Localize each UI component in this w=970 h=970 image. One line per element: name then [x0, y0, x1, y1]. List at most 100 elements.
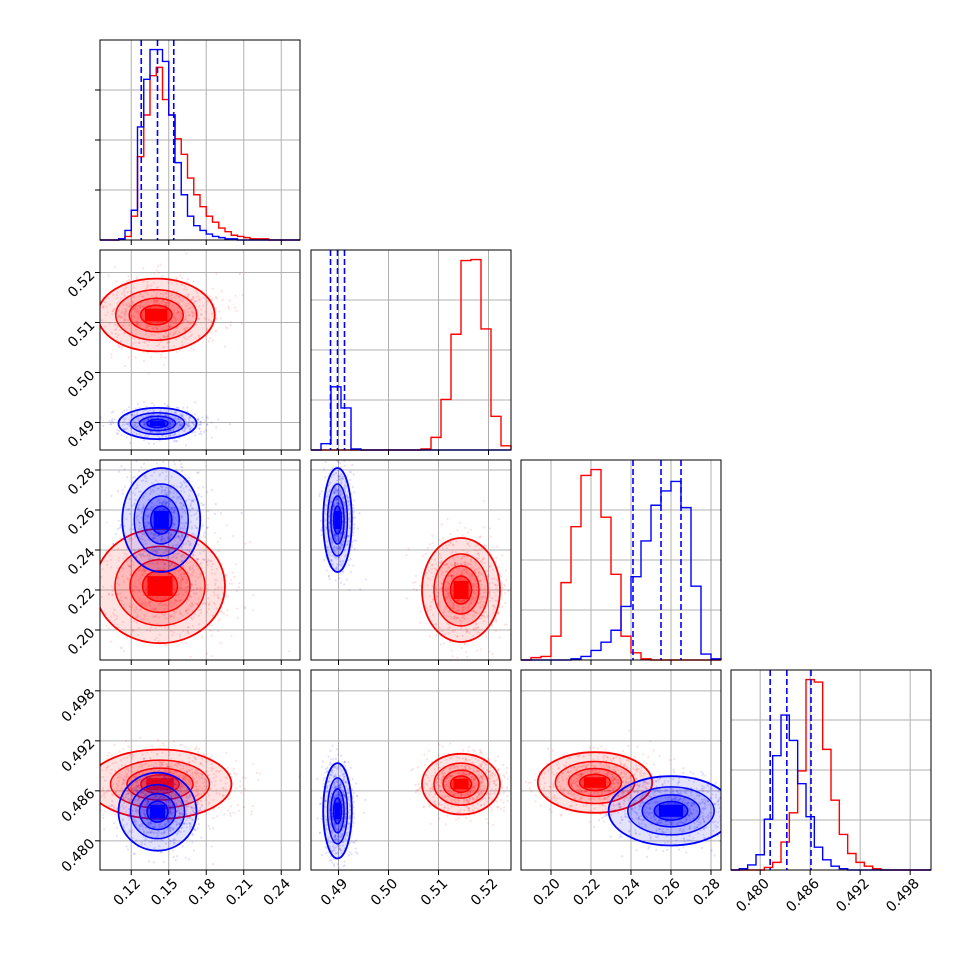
scatter-point-red [447, 582, 450, 586]
scatter-point-red [123, 313, 127, 316]
scatter-point-blue [152, 550, 155, 553]
scatter-point-red [127, 745, 130, 748]
scatter-point-blue [160, 488, 163, 491]
scatter-point-red [215, 307, 218, 310]
scatter-point-red [180, 313, 183, 316]
scatter-point-blue [181, 413, 184, 416]
scatter-point-blue [165, 500, 169, 503]
scatter-point-blue [127, 508, 130, 511]
scatter-point-red [233, 771, 236, 775]
scatter-point-blue [174, 432, 177, 436]
scatter-point-red [133, 308, 136, 312]
scatter-point-red [431, 598, 434, 601]
scatter-point-red [116, 582, 119, 585]
scatter-point-blue [147, 418, 150, 421]
scatter-point-blue [142, 454, 144, 456]
scatter-point-blue [145, 528, 148, 531]
scatter-point-red [155, 299, 158, 302]
scatter-point-blue [116, 490, 120, 493]
scatter-point-blue [324, 461, 327, 464]
scatter-point-blue [172, 511, 176, 514]
scatter-point-red [118, 584, 121, 587]
scatter-point-blue [188, 427, 191, 430]
scatter-point-red [125, 596, 128, 599]
scatter-point-red [177, 302, 180, 305]
scatter-point-red [104, 550, 108, 553]
scatter-point-red [516, 611, 518, 613]
scatter-point-red [179, 580, 183, 583]
scatter-point-red [125, 308, 128, 311]
scatter-point-red [200, 308, 203, 311]
scatter-point-red [101, 306, 104, 309]
scatter-point-red [187, 632, 190, 635]
scatter-point-blue [179, 465, 183, 469]
scatter-point-blue [189, 556, 192, 559]
scatter-point-red [95, 331, 97, 333]
scatter-point-red [191, 624, 195, 628]
scatter-point-red [121, 310, 124, 314]
scatter-point-blue [191, 499, 194, 503]
scatter-point-red [197, 623, 200, 626]
scatter-point-blue [351, 485, 355, 488]
scatter-point-blue [166, 425, 170, 429]
scatter-point-red [104, 810, 107, 813]
scatter-point-red [482, 620, 485, 623]
scatter-point-blue [175, 497, 179, 501]
scatter-point-red [171, 304, 174, 307]
scatter-point-red [162, 568, 166, 571]
scatter-point-blue [139, 510, 143, 513]
scatter-point-red [166, 334, 169, 338]
scatter-point-blue [191, 498, 194, 502]
scatter-point-red [498, 636, 501, 639]
scatter-point-red [132, 629, 135, 633]
scatter-point-blue [328, 577, 331, 581]
scatter-point-red [140, 555, 143, 558]
scatter-point-red [258, 772, 262, 775]
scatter-point-red [80, 584, 82, 586]
scatter-point-blue [137, 514, 140, 517]
scatter-point-red [123, 317, 126, 320]
scatter-point-blue [119, 523, 122, 527]
scatter-point-red [137, 324, 140, 327]
scatter-point-blue [167, 555, 170, 558]
scatter-point-red [156, 305, 159, 309]
scatter-point-red [154, 627, 157, 630]
scatter-point-red [162, 536, 165, 539]
scatter-point-blue [168, 560, 171, 563]
scatter-point-red [131, 342, 134, 345]
scatter-point-red [514, 549, 516, 551]
scatter-point-red [136, 321, 140, 324]
scatter-point-blue [147, 529, 150, 532]
scatter-point-red [157, 302, 161, 305]
scatter-point-blue [185, 521, 188, 525]
scatter-point-red [153, 615, 157, 618]
scatter-point-red [95, 307, 97, 309]
scatter-point-blue [131, 476, 135, 479]
scatter-point-red [164, 301, 167, 305]
scatter-point-red [128, 538, 131, 542]
scatter-point-red [127, 564, 131, 568]
scatter-point-red [180, 587, 183, 590]
scatter-point-blue [170, 534, 173, 537]
scatter-point-red [147, 335, 150, 338]
scatter-point-red [405, 597, 408, 600]
density-peak-blue [150, 420, 165, 427]
scatter-point-red [250, 810, 253, 813]
scatter-point-blue [146, 507, 150, 511]
scatter-point-red [196, 587, 199, 590]
scatter-point-red [120, 347, 124, 351]
scatter-point-blue [164, 413, 167, 417]
scatter-point-red [156, 286, 159, 289]
scatter-point-blue [195, 512, 198, 515]
scatter-point-blue [131, 413, 134, 416]
scatter-point-blue [127, 406, 130, 409]
scatter-point-red [143, 615, 147, 618]
scatter-point-blue [192, 588, 195, 591]
scatter-point-blue [193, 498, 196, 502]
scatter-point-red [195, 745, 198, 748]
scatter-point-blue [188, 420, 191, 423]
scatter-point-red [166, 326, 169, 330]
scatter-point-blue [318, 494, 321, 498]
scatter-point-blue [353, 526, 356, 530]
scatter-point-red [210, 565, 213, 568]
